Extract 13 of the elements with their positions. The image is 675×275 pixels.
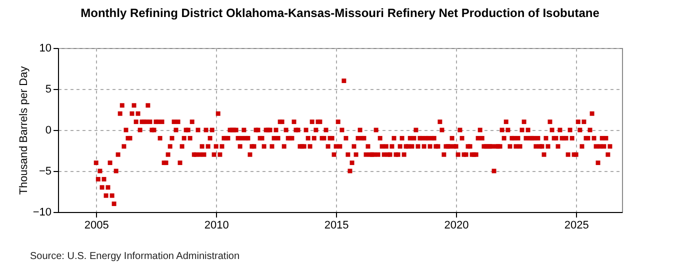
chart-title: Monthly Refining District Oklahoma-Kansas-Missouri Refinery Net Production of Isobutane xyxy=(80,6,600,20)
x-tick-label: 2005 xyxy=(84,220,109,232)
source-note: Source: U.S. Energy Information Administration xyxy=(30,251,240,262)
x-tick-label: 2020 xyxy=(444,220,469,232)
y-tick-label: 5 xyxy=(45,84,52,96)
y-tick-label: 10 xyxy=(39,42,52,54)
x-tick-label: 2025 xyxy=(564,220,589,232)
y-tick-label: 0 xyxy=(45,124,52,136)
y-tick-label: −10 xyxy=(32,206,52,218)
x-tick-label: 2015 xyxy=(324,220,349,232)
x-tick-label: 2010 xyxy=(204,220,229,232)
y-tick-label: −5 xyxy=(38,166,52,178)
y-axis-title: Thousand Barrels per Day xyxy=(18,66,30,195)
